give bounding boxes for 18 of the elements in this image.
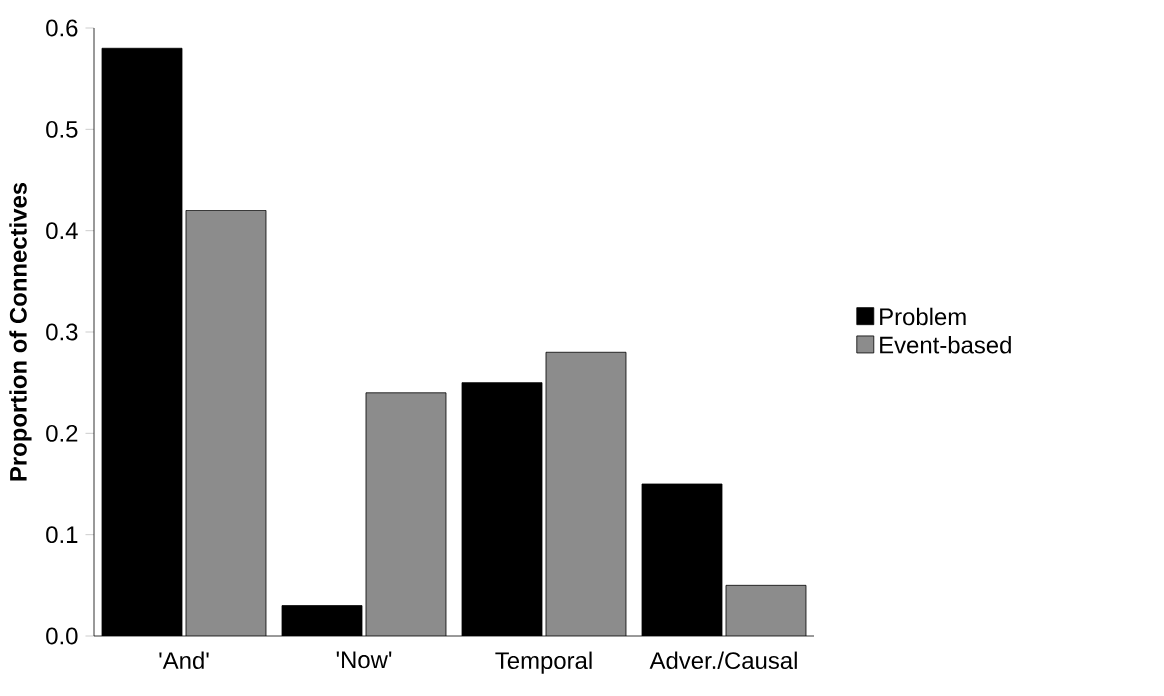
legend-label: Problem xyxy=(880,307,966,326)
x-tick-label: Adver./Causal xyxy=(649,651,797,670)
y-tick-label: 0.3 xyxy=(46,323,78,341)
y-tick-label: 0.2 xyxy=(46,424,78,442)
y-tick-label: 0.5 xyxy=(46,120,78,138)
y-tick-label: 0.4 xyxy=(46,222,78,240)
y-tick-label: 0.0 xyxy=(46,627,78,645)
y-tick-label: 0.1 xyxy=(46,526,78,544)
x-tick-label: 'And' xyxy=(159,651,209,670)
x-tick-label: Temporal xyxy=(495,651,592,674)
y-axis-title: Proportion of Connectives xyxy=(9,182,32,481)
y-tick-label: 0.6 xyxy=(46,19,78,37)
bar xyxy=(725,584,807,636)
bar xyxy=(365,392,446,636)
legend-label: Event-based xyxy=(880,336,1011,354)
x-tick-label: 'Now' xyxy=(336,651,392,669)
bar xyxy=(545,352,626,636)
bar xyxy=(185,210,266,636)
